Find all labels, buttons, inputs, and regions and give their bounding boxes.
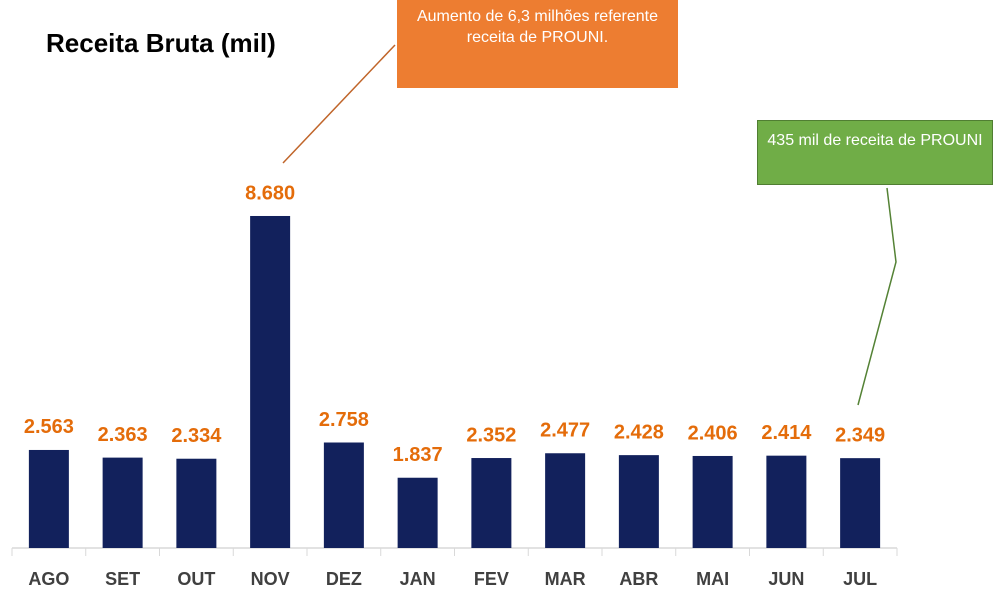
bar — [840, 458, 881, 548]
bar — [545, 453, 586, 548]
x-tick-label: JUN — [768, 569, 804, 589]
callout-line — [282, 44, 396, 164]
data-label: 1.837 — [393, 444, 443, 466]
x-tick-label: MAR — [545, 569, 586, 589]
x-tick-label: JAN — [400, 569, 436, 589]
annotation: Aumento de 6,3 milhões referente receita… — [397, 0, 678, 88]
data-label: 2.414 — [761, 422, 812, 444]
bar — [766, 455, 807, 548]
x-tick-label: MAI — [696, 569, 729, 589]
x-tick-label: NOV — [251, 569, 290, 589]
chart-title: Receita Bruta (mil) — [46, 28, 276, 58]
data-label: 2.563 — [24, 416, 74, 438]
data-label: 2.428 — [614, 421, 664, 443]
data-label: 8.680 — [245, 182, 295, 204]
data-label: 2.349 — [835, 424, 885, 446]
x-tick-label: AGO — [28, 569, 69, 589]
annotation: 435 mil de receita de PROUNI — [757, 120, 993, 185]
x-tick-label: OUT — [177, 569, 215, 589]
x-tick-label: DEZ — [326, 569, 362, 589]
bar — [28, 449, 69, 548]
bar — [397, 477, 438, 548]
data-label: 2.758 — [319, 409, 369, 431]
data-label: 2.334 — [171, 425, 222, 447]
bar — [250, 215, 291, 549]
bar — [692, 455, 733, 548]
bar — [102, 457, 143, 548]
data-label: 2.352 — [466, 424, 516, 446]
bar — [471, 458, 512, 548]
x-tick-label: SET — [105, 569, 140, 589]
x-tick-label: JUL — [843, 569, 877, 589]
x-tick-label: FEV — [474, 569, 509, 589]
data-label: 2.363 — [98, 424, 148, 446]
callout-line — [857, 187, 897, 406]
bar — [176, 458, 217, 548]
bar — [618, 455, 659, 548]
data-label: 2.477 — [540, 420, 590, 442]
data-label: 2.406 — [688, 422, 738, 444]
x-tick-label: ABR — [619, 569, 658, 589]
bar — [323, 442, 364, 548]
